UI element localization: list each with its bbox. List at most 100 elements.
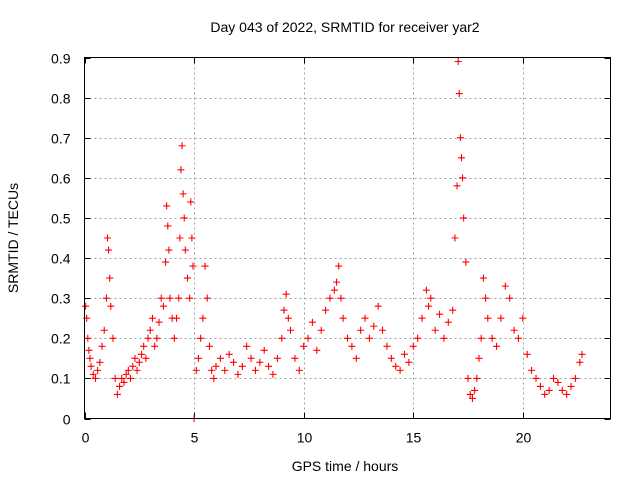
data-point: [550, 374, 558, 382]
data-point: [201, 262, 209, 270]
x-tick-label: 0: [82, 430, 90, 446]
data-point: [317, 326, 325, 334]
data-point: [344, 334, 351, 342]
data-points: [82, 58, 586, 422]
data-point: [146, 326, 154, 334]
data-point: [440, 334, 448, 342]
data-point: [166, 294, 174, 302]
data-point: [170, 334, 178, 342]
data-point: [387, 354, 395, 362]
data-point: [501, 282, 509, 290]
data-point: [216, 354, 224, 362]
y-axis-title: SRMTID / TECUs: [5, 183, 21, 293]
data-point: [94, 366, 102, 374]
data-point: [120, 378, 128, 386]
data-point: [287, 326, 295, 334]
data-point: [532, 374, 540, 382]
data-point: [102, 294, 110, 302]
data-point: [466, 390, 474, 398]
data-point: [497, 314, 505, 322]
y-tick-label: 0.8: [51, 91, 71, 107]
y-tick-label: 0.5: [51, 211, 71, 227]
data-point: [460, 214, 468, 222]
chart-title: Day 043 of 2022, SRMTID for receiver yar…: [210, 19, 479, 35]
data-point: [361, 314, 369, 322]
data-point: [129, 362, 137, 370]
data-point: [86, 354, 94, 362]
data-point: [122, 370, 130, 378]
data-point: [455, 90, 463, 98]
data-point: [100, 326, 108, 334]
data-point: [82, 302, 90, 310]
data-point: [105, 246, 113, 254]
data-point: [98, 342, 106, 350]
data-point: [484, 314, 492, 322]
data-point: [234, 370, 242, 378]
data-point: [179, 190, 187, 198]
data-point: [457, 154, 465, 162]
data-point: [135, 358, 143, 366]
data-point: [203, 294, 211, 302]
data-point: [176, 234, 184, 242]
data-point: [414, 334, 422, 342]
data-point: [431, 326, 439, 334]
data-point: [184, 274, 192, 282]
data-point: [210, 374, 218, 382]
data-point: [177, 166, 185, 174]
data-point: [330, 286, 338, 294]
data-point: [205, 342, 213, 350]
data-point: [304, 334, 312, 342]
data-point: [208, 366, 216, 374]
data-point: [199, 314, 207, 322]
data-point: [383, 342, 391, 350]
data-point: [113, 390, 121, 398]
data-point: [282, 290, 290, 298]
data-point: [456, 134, 464, 142]
y-tick-label: 0.6: [51, 171, 71, 187]
y-tick-label: 0.2: [51, 331, 71, 347]
data-point: [454, 58, 462, 66]
data-point: [322, 306, 330, 314]
data-point: [436, 310, 444, 318]
data-point: [493, 342, 501, 350]
data-point: [468, 394, 476, 402]
data-point: [256, 358, 264, 366]
y-tick-label: 0.7: [51, 131, 71, 147]
data-point: [87, 362, 95, 370]
data-point: [339, 314, 347, 322]
data-point: [578, 350, 586, 358]
data-point: [488, 334, 496, 342]
data-point: [116, 382, 124, 390]
data-point: [151, 342, 159, 350]
data-point: [567, 382, 575, 390]
x-tick-label: 5: [191, 430, 199, 446]
data-point: [464, 374, 472, 382]
data-point: [181, 246, 189, 254]
data-point: [379, 326, 387, 334]
data-point: [173, 314, 181, 322]
data-point: [162, 258, 170, 266]
data-point: [444, 318, 452, 326]
data-point: [225, 350, 233, 358]
data-point: [510, 326, 518, 334]
data-point: [370, 322, 378, 330]
data-point: [545, 386, 553, 394]
data-point: [425, 302, 433, 310]
data-point: [475, 354, 483, 362]
data-point: [400, 350, 408, 358]
data-point: [192, 366, 200, 374]
data-point: [230, 358, 238, 366]
y-tick-label: 0.4: [51, 251, 71, 267]
data-point: [405, 358, 413, 366]
data-point: [409, 342, 417, 350]
data-point: [265, 362, 273, 370]
data-point: [365, 334, 373, 342]
data-point: [396, 366, 404, 374]
data-point: [427, 294, 435, 302]
data-point: [571, 374, 579, 382]
data-point: [554, 378, 562, 386]
data-point: [295, 366, 303, 374]
data-point: [247, 354, 255, 362]
x-tick-label: 10: [297, 430, 313, 446]
